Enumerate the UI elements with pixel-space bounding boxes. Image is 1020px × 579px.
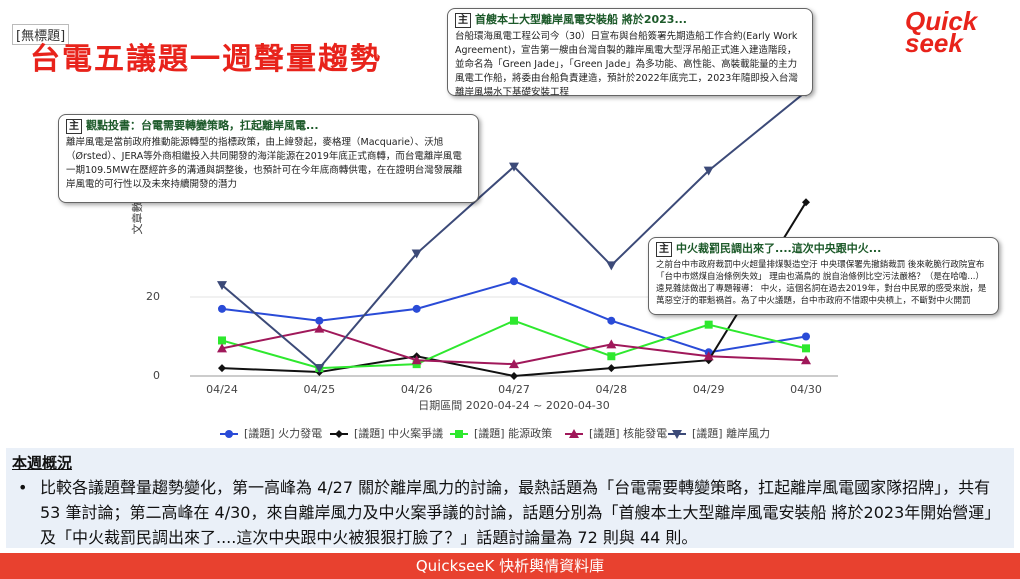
point bbox=[218, 364, 226, 373]
point bbox=[217, 343, 227, 353]
legend-marker bbox=[672, 430, 682, 439]
point bbox=[606, 339, 617, 349]
icon: 主 bbox=[455, 13, 471, 28]
callout-body: 離岸風電是當前政府推動能源轉型的指標政策，由上緯發起，麥格理（Macquarie… bbox=[66, 137, 463, 190]
point bbox=[510, 316, 518, 325]
x-tick-label: 04/27 bbox=[498, 383, 530, 396]
legend-marker bbox=[225, 430, 233, 438]
legend-label: [議題] 離岸風力 bbox=[692, 426, 770, 440]
icon: 主 bbox=[656, 242, 672, 257]
callout-title: 中火裁罰民調出來了....這次中央跟中火... bbox=[676, 242, 882, 255]
x-axis-label: 日期區間 2020-04-24 ~ 2020-04-30 bbox=[418, 399, 610, 412]
footer: QuickseeK 快析輿情資料庫 bbox=[0, 553, 1020, 579]
legend-marker bbox=[335, 430, 343, 438]
point bbox=[314, 364, 325, 374]
x-tick-label: 04/25 bbox=[303, 383, 335, 396]
point bbox=[411, 355, 422, 365]
point bbox=[217, 281, 227, 291]
callout: 主首艘本土大型離岸風電安裝船 將於2023... 台船環海風電工程公司今（30）日… bbox=[447, 8, 813, 98]
logo: Quick seek bbox=[905, 6, 978, 58]
callout: 主中火裁罰民調出來了....這次中央跟中火... 之前台中市政府裁罰中火超量排煤製… bbox=[648, 237, 999, 315]
point bbox=[802, 344, 810, 353]
point bbox=[607, 352, 616, 361]
legend-label: [議題] 核能發電 bbox=[589, 426, 667, 440]
point bbox=[412, 304, 421, 313]
point bbox=[703, 351, 714, 361]
x-tick-label: 04/28 bbox=[595, 383, 627, 396]
point bbox=[703, 166, 714, 176]
y-tick-label: 20 bbox=[146, 290, 160, 303]
point bbox=[314, 323, 325, 333]
point bbox=[509, 162, 519, 172]
point bbox=[606, 261, 617, 271]
summary-bullet: 比較各議題聲量趨勢變化，第一高峰為 4/27 關於離岸風力的討論，最熱話題為「台… bbox=[18, 475, 994, 550]
point bbox=[801, 355, 811, 365]
y-tick-label: 0 bbox=[153, 369, 160, 382]
y-axis-label: 文章數 bbox=[130, 202, 144, 235]
legend-label: [議題] 能源政策 bbox=[474, 426, 552, 440]
tag: [無標題] bbox=[12, 24, 70, 45]
point bbox=[607, 364, 616, 373]
point bbox=[218, 304, 226, 313]
x-tick-label: 04/30 bbox=[790, 383, 822, 396]
callout-body: 台船環海風電工程公司今（30）日宣布與台船簽署先期造船工作合約(Early Wo… bbox=[455, 31, 798, 98]
summary: 本週概況比較各議題聲量趨勢變化，第一高峰為 4/27 關於離岸風力的討論，最熱話… bbox=[6, 448, 1014, 548]
point bbox=[510, 277, 518, 286]
legend-label: [議題] 火力發電 bbox=[244, 426, 322, 440]
callout-title: 觀點投書：台電需要轉變策略，扛起離岸風電... bbox=[86, 119, 319, 132]
x-tick-label: 04/26 bbox=[401, 383, 433, 396]
callout-title: 首艘本土大型離岸風電安裝船 將於2023... bbox=[475, 13, 687, 26]
legend-label: [議題] 中火案爭議 bbox=[354, 426, 443, 440]
point bbox=[802, 332, 810, 341]
callout-body: 之前台中市政府裁罰中火超量排煤製造空汙 中央環保署先撤銷裁罰 後來乾脆行政院宣布… bbox=[656, 260, 987, 306]
point bbox=[802, 198, 810, 207]
point bbox=[218, 336, 226, 345]
x-tick-label: 04/29 bbox=[693, 383, 725, 396]
callout: 主觀點投書：台電需要轉變策略，扛起離岸風電... 離岸風電是當前政府推動能源轉型的… bbox=[58, 114, 479, 203]
point bbox=[509, 359, 519, 369]
summary-heading: 本週概況 bbox=[12, 454, 73, 472]
point bbox=[411, 249, 422, 259]
legend-marker bbox=[455, 430, 463, 438]
icon: 主 bbox=[66, 119, 82, 134]
point bbox=[607, 316, 616, 325]
slide-title: 台電五議題一週聲量趨勢 bbox=[30, 42, 382, 77]
point bbox=[315, 316, 324, 325]
x-tick-label: 04/24 bbox=[206, 383, 238, 396]
point bbox=[704, 320, 713, 329]
point bbox=[510, 372, 518, 380]
legend-marker bbox=[569, 429, 579, 438]
